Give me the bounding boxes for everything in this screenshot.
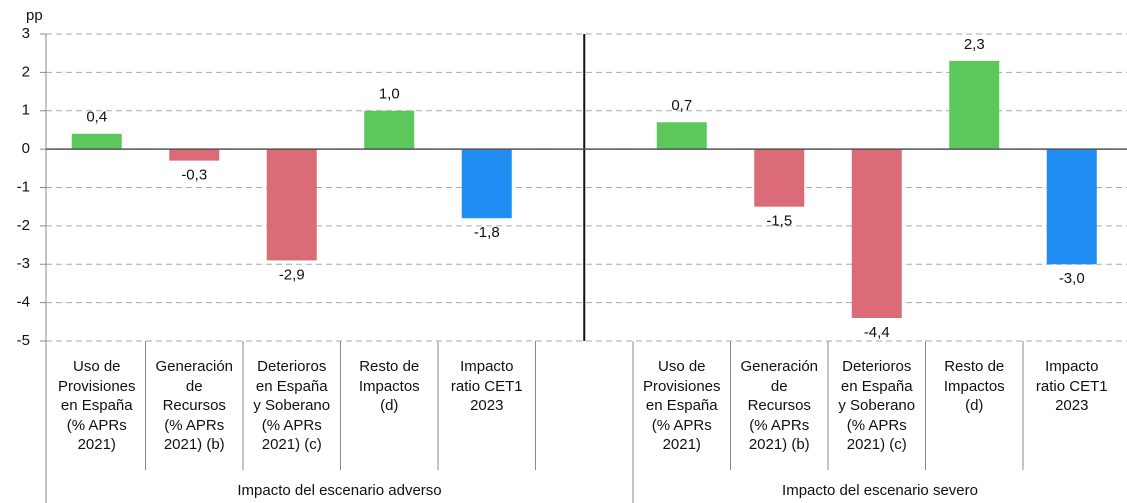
group-label: Impacto del escenario adverso	[237, 482, 442, 499]
bar	[364, 110, 415, 150]
y-tick-label: -3	[17, 255, 30, 272]
x-tick-label: Generación de Recursos (% APRs 2021) (b)	[740, 358, 819, 453]
x-tick-label: Resto de Impactos (d)	[943, 358, 1005, 414]
value-label: 0,4	[86, 109, 107, 126]
bar	[754, 149, 805, 207]
x-tick-label: Resto de Impactos (d)	[358, 358, 420, 414]
x-tick-label: Generación de Recursos (% APRs 2021) (b)	[155, 358, 234, 453]
value-label: 1,0	[379, 86, 400, 103]
y-tick-label: -2	[17, 217, 30, 234]
x-tick-label: Impacto ratio CET1 2023	[1035, 358, 1108, 414]
value-label: -3,0	[1059, 270, 1085, 287]
group-label: Impacto del escenario severo	[782, 482, 978, 499]
x-tick-label: Impacto ratio CET1 2023	[450, 358, 523, 414]
y-tick-label: 1	[22, 102, 30, 119]
value-label: 2,3	[964, 36, 985, 53]
y-tick-label: 3	[22, 25, 30, 42]
bar	[656, 122, 707, 150]
x-tick-label: Uso de Provisiones en España (% APRs 202…	[57, 358, 136, 453]
y-tick-label: -1	[17, 178, 30, 195]
y-tick-label: -4	[17, 294, 30, 311]
y-tick-label: 2	[22, 63, 30, 80]
value-label: -1,5	[766, 213, 792, 230]
bar	[949, 60, 1000, 150]
value-label: -1,8	[474, 224, 500, 241]
bar	[1046, 149, 1097, 265]
x-tick-label: Deterioros en España y Soberano (% APRs …	[838, 358, 916, 453]
bar	[71, 133, 122, 150]
y-axis-label: pp	[26, 7, 43, 24]
x-tick-label: Uso de Provisiones en España (% APRs 202…	[642, 358, 721, 453]
value-label: 0,7	[671, 97, 692, 114]
value-label: -4,4	[864, 324, 890, 341]
value-label: -2,9	[279, 266, 305, 283]
bar	[461, 149, 512, 219]
x-tick-label: Deterioros en España y Soberano (% APRs …	[253, 358, 331, 453]
y-tick-label: -5	[17, 332, 30, 349]
bar	[851, 149, 902, 318]
value-label: -0,3	[181, 167, 207, 184]
bar	[169, 149, 220, 161]
y-tick-label: 0	[22, 140, 30, 157]
bar	[266, 149, 317, 261]
